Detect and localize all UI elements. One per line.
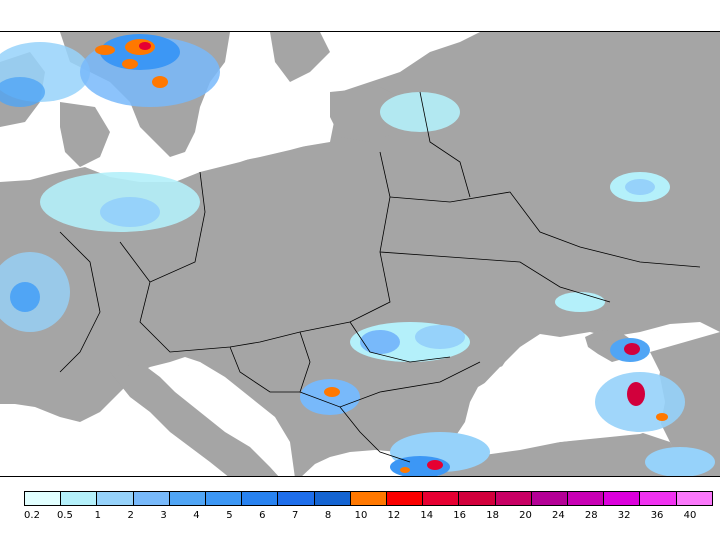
legend-swatch — [531, 492, 569, 505]
legend-tick-label: 7 — [292, 510, 299, 521]
land-anatolia — [430, 432, 689, 476]
legend-color-bar — [24, 491, 713, 506]
legend-tick-label: 20 — [519, 510, 532, 521]
legend-tick-label: 14 — [420, 510, 434, 521]
legend-tick-label: 0.5 — [56, 510, 73, 521]
legend-tick-label: 10 — [354, 510, 368, 521]
legend-swatch — [133, 492, 170, 505]
legend-tick-label: 32 — [617, 510, 631, 521]
land-denmark — [60, 102, 110, 167]
land-italy — [110, 362, 279, 476]
baltic-sea — [190, 82, 328, 170]
legend-swatch — [387, 492, 424, 505]
legend-swatch — [97, 492, 134, 505]
legend-tick-label: 5 — [226, 510, 233, 521]
legend-tick-label: 1 — [94, 510, 101, 521]
legend-tick-label: 12 — [387, 510, 401, 521]
legend-tick-label: 6 — [259, 510, 266, 521]
legend-swatch — [568, 492, 605, 505]
legend-swatch — [640, 492, 677, 505]
legend-swatch — [169, 492, 207, 505]
legend-swatch — [350, 492, 388, 505]
legend-tick-label: 18 — [486, 510, 499, 521]
land-mainland — [0, 32, 720, 476]
precipitation-map — [0, 31, 720, 477]
legend-tick-label: 3 — [160, 510, 167, 521]
legend-tick-label: 4 — [193, 510, 200, 521]
adriatic-sea — [175, 362, 295, 476]
legend-tick-label: 0.2 — [24, 510, 40, 521]
legend-swatch — [604, 492, 641, 505]
legend-tick-label: 24 — [552, 510, 565, 521]
precipitation-legend: 0.2 0.5 1 2 3 4 5 6 7 8 10 12 14 16 18 20 24 28 32 36 40 — [24, 491, 714, 536]
legend-tick-label: 28 — [584, 510, 598, 521]
legend-swatch — [25, 492, 62, 505]
legend-swatch — [61, 492, 98, 505]
legend-swatch — [423, 492, 460, 505]
legend-tick-label: 36 — [650, 510, 664, 521]
legend-swatch — [459, 492, 496, 505]
legend-swatch — [676, 492, 712, 505]
legend-tick-label: 16 — [453, 510, 467, 521]
land-caucasus — [650, 332, 720, 476]
legend-swatch — [206, 492, 243, 505]
legend-swatch — [278, 492, 315, 505]
legend-tick-label: 40 — [683, 510, 697, 521]
legend-swatch — [495, 492, 532, 505]
land-finland — [270, 32, 330, 82]
legend-tick-label: 2 — [127, 510, 134, 521]
legend-swatch — [242, 492, 279, 505]
country-borders — [59, 91, 701, 463]
precipitation-areas — [0, 34, 715, 476]
map-canvas — [0, 32, 720, 476]
legend-tick-label: 8 — [324, 510, 332, 521]
legend-swatch — [314, 492, 351, 505]
